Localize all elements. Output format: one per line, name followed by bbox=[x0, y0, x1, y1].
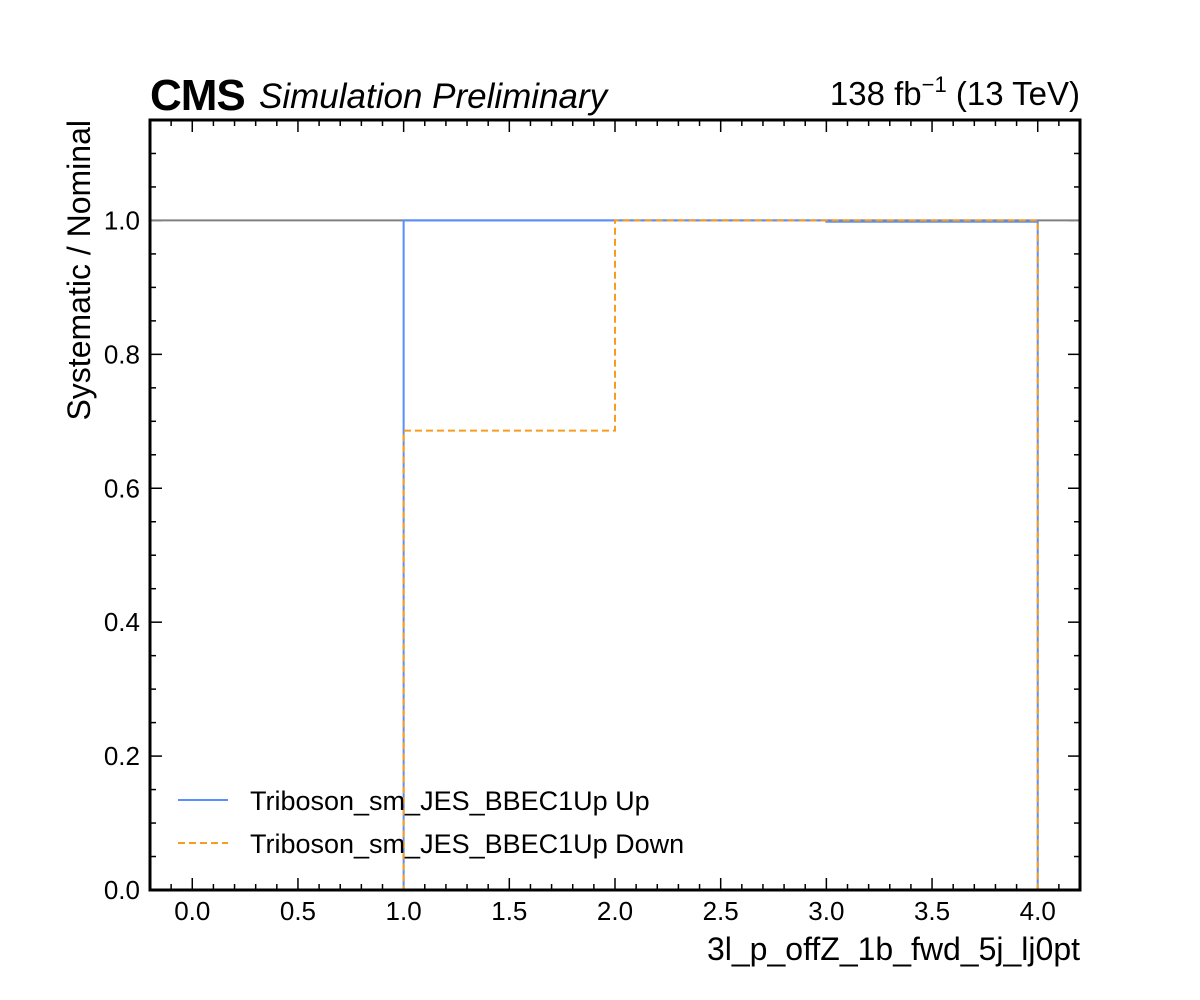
x-tick-label: 4.0 bbox=[1020, 896, 1056, 926]
x-axis-title: 3l_p_offZ_1b_fwd_5j_lj0pt bbox=[707, 931, 1080, 967]
x-tick-label: 3.0 bbox=[808, 896, 844, 926]
y-tick-label: 1.0 bbox=[104, 205, 140, 235]
y-tick-label: 0.4 bbox=[104, 607, 140, 637]
x-tick-label: 2.5 bbox=[703, 896, 739, 926]
x-tick-label: 3.5 bbox=[914, 896, 950, 926]
legend-label-up: Triboson_sm_JES_BBEC1Up Up bbox=[250, 786, 650, 816]
y-tick-label: 0.8 bbox=[104, 339, 140, 369]
lumi-label: 138 fb−1 (13 TeV) bbox=[830, 72, 1080, 112]
y-tick-label: 0.0 bbox=[104, 875, 140, 905]
lumi-exponent: −1 bbox=[922, 72, 947, 97]
y-tick-labels: 0.0 0.2 0.4 0.6 0.8 1.0 bbox=[104, 205, 140, 905]
plot-frame bbox=[148, 118, 1082, 892]
experiment-label: CMS bbox=[150, 71, 245, 120]
series-layer bbox=[192, 219, 1039, 891]
x-tick-label: 0.5 bbox=[280, 896, 316, 926]
legend: Triboson_sm_JES_BBEC1Up Up Triboson_sm_J… bbox=[178, 786, 684, 859]
series-down-line bbox=[192, 219, 1039, 891]
y-tick-label: 0.2 bbox=[104, 741, 140, 771]
x-tick-label: 0.0 bbox=[174, 896, 210, 926]
legend-label-down: Triboson_sm_JES_BBEC1Up Down bbox=[250, 829, 684, 859]
status-label: Simulation Preliminary bbox=[259, 77, 610, 116]
tick-marks bbox=[150, 120, 1080, 891]
x-tick-label: 1.0 bbox=[386, 896, 422, 926]
lumi-value: 138 fb bbox=[830, 75, 922, 112]
y-axis-title: Systematic / Nominal bbox=[61, 120, 97, 421]
x-tick-label: 1.5 bbox=[491, 896, 527, 926]
x-tick-label: 2.0 bbox=[597, 896, 633, 926]
y-tick-label: 0.6 bbox=[104, 473, 140, 503]
lumi-energy: (13 TeV) bbox=[947, 75, 1080, 112]
x-tick-labels: 0.0 0.5 1.0 1.5 2.0 2.5 3.0 3.5 4.0 bbox=[174, 896, 1056, 926]
